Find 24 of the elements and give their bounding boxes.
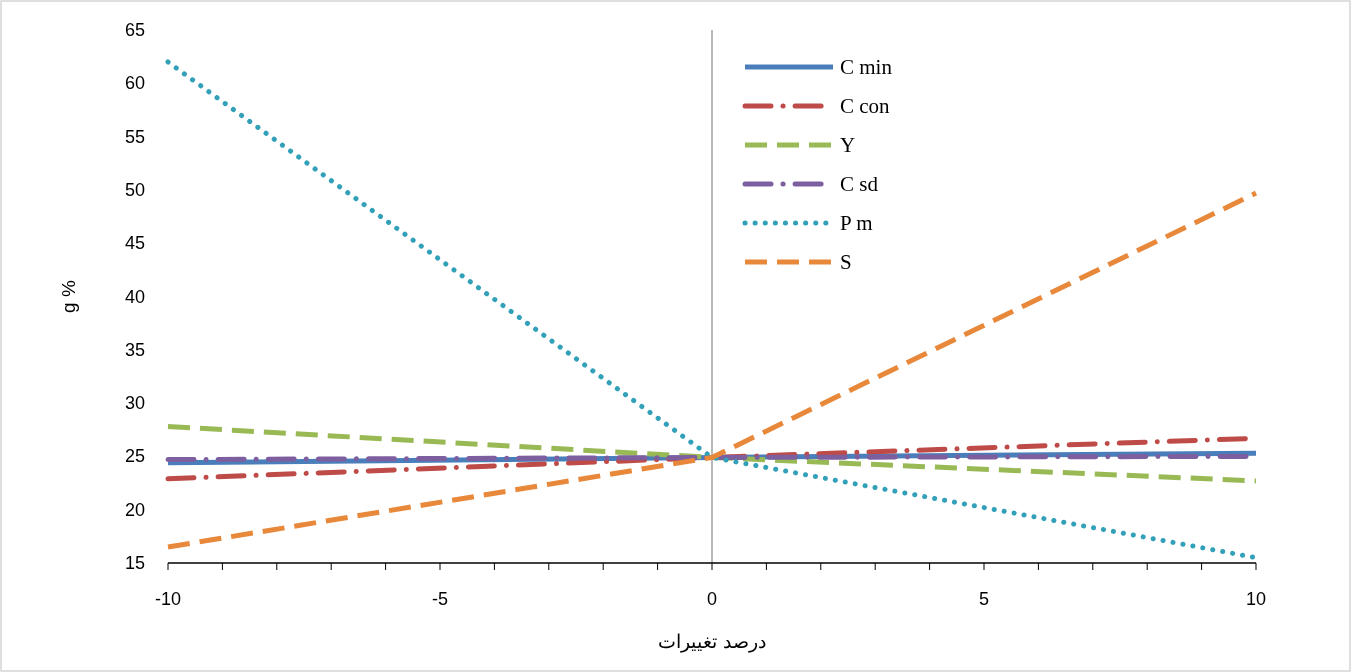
y-tick-label: 15 (124, 553, 145, 573)
legend-label: C min (840, 55, 893, 79)
y-tick-label: 60 (124, 73, 145, 94)
x-tick-label: -10 (154, 589, 182, 609)
y-tick-label: 25 (124, 446, 145, 467)
legend-label: P m (840, 211, 873, 235)
x-axis-title: درصد تغییرات (658, 631, 766, 653)
x-tick-label: 10 (1245, 589, 1267, 609)
y-tick-label: 55 (124, 126, 145, 147)
x-tick-label: -5 (431, 589, 449, 609)
x-tick-label: 0 (706, 589, 718, 609)
x-tick-label: 5 (978, 589, 990, 609)
legend-label: S (840, 250, 852, 274)
legend-label: C con (840, 94, 891, 118)
y-tick-label: 30 (124, 393, 145, 414)
y-tick-label: 20 (124, 499, 145, 520)
y-tick-label: 45 (124, 233, 145, 254)
y-axis-title: g % (58, 280, 79, 313)
y-tick-label: 65 (124, 20, 145, 40)
legend-label: Y (840, 133, 856, 157)
y-tick-label: 50 (124, 179, 145, 200)
legend-label: C sd (840, 172, 879, 196)
y-tick-label: 40 (124, 286, 145, 307)
y-tick-label: 35 (124, 339, 145, 360)
